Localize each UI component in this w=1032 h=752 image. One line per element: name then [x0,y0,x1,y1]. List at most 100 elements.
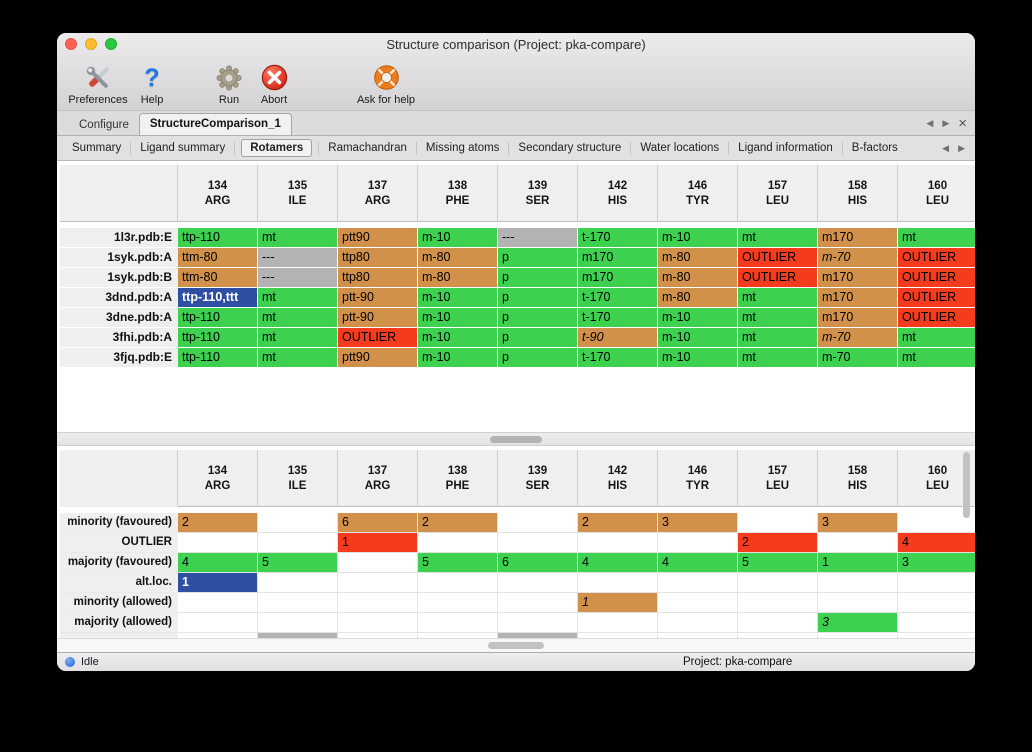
count-cell[interactable]: 6 [498,553,578,573]
rotamer-cell[interactable]: m-10 [658,308,738,328]
rotamer-cell[interactable]: m170 [578,248,658,268]
column-header-160[interactable]: 160 LEU [898,165,975,222]
help-button[interactable]: ? Help [131,59,173,107]
rotamer-cell[interactable]: m-80 [418,268,498,288]
rotamer-cell[interactable]: ttp-110 [178,228,258,248]
count-cell[interactable] [418,573,498,593]
tab-scroll-right-icon[interactable]: ▶ [942,117,950,128]
tab-close-icon[interactable]: × [958,114,967,132]
count-cell[interactable] [258,513,338,533]
count-cell[interactable] [338,573,418,593]
count-cell[interactable] [498,613,578,633]
rotamer-cell[interactable]: mt [258,228,338,248]
rotamer-cell[interactable]: m170 [818,288,898,308]
rotamer-cell[interactable]: ptt90 [338,228,418,248]
column-header-158[interactable]: 158 HIS [818,450,898,507]
count-cell[interactable] [898,633,975,638]
count-cell[interactable] [418,533,498,553]
column-header-134[interactable]: 134 ARG [178,450,258,507]
horizontal-scrollbar[interactable] [57,638,975,652]
rotamer-cell[interactable]: m170 [818,268,898,288]
tab-missing-atoms[interactable]: Missing atoms [425,142,500,154]
row-label[interactable] [60,633,178,638]
count-cell[interactable] [738,593,818,613]
close-button[interactable] [65,38,77,50]
row-label[interactable]: majority (favoured) [60,553,178,573]
count-cell[interactable] [658,533,738,553]
rotamer-cell[interactable]: mt [738,288,818,308]
count-cell[interactable]: 5 [738,553,818,573]
rotamer-cell[interactable]: ttm-80 [178,268,258,288]
tab-structurecomparison-1[interactable]: StructureComparison_1 [138,113,292,135]
rotamer-cell[interactable]: m-70 [818,248,898,268]
rotamer-cell[interactable]: m-80 [658,268,738,288]
rotamer-cell[interactable]: ttp-110,ttt [178,288,258,308]
rotamer-cell[interactable]: ttp-110 [178,308,258,328]
count-cell[interactable] [178,593,258,613]
count-cell[interactable] [338,613,418,633]
count-cell[interactable] [658,573,738,593]
row-label[interactable]: minority (favoured) [60,513,178,533]
minimize-button[interactable] [85,38,97,50]
count-cell[interactable]: 3 [818,513,898,533]
rotamer-cell[interactable]: OUTLIER [738,248,818,268]
rotamer-cell[interactable]: m-70 [818,348,898,368]
rotamer-cell[interactable]: m-10 [418,328,498,348]
count-cell[interactable] [418,593,498,613]
count-cell[interactable] [898,613,975,633]
count-cell[interactable] [498,533,578,553]
rotamer-cell[interactable]: m-10 [658,228,738,248]
rotamer-cell[interactable]: ttm-80 [178,248,258,268]
rotamer-cell[interactable]: ptt90 [338,348,418,368]
tab-secondary-structure[interactable]: Secondary structure [518,142,622,154]
tab-b-factors[interactable]: B-factors [851,142,898,154]
rotamer-cell[interactable]: p [498,308,578,328]
row-label[interactable]: 1syk.pdb:A [60,248,178,268]
rotamer-cell[interactable]: m-70 [818,328,898,348]
rotamer-cell[interactable]: ptt-90 [338,288,418,308]
count-cell[interactable] [898,513,975,533]
tab-ramachandran[interactable]: Ramachandran [328,142,407,154]
count-cell[interactable] [498,513,578,533]
count-cell[interactable]: 1 [178,573,258,593]
row-label[interactable]: 3dnd.pdb:A [60,288,178,308]
count-cell[interactable] [498,633,578,638]
count-cell[interactable] [818,593,898,613]
rotamer-cell[interactable]: ttp80 [338,268,418,288]
count-cell[interactable] [898,593,975,613]
count-cell[interactable] [338,553,418,573]
count-cell[interactable] [258,613,338,633]
rotamer-cell[interactable]: m-10 [658,328,738,348]
rotamer-cell[interactable]: mt [738,328,818,348]
count-cell[interactable]: 4 [178,553,258,573]
row-label[interactable]: 3fjq.pdb:E [60,348,178,368]
zoom-button[interactable] [105,38,117,50]
rotamer-cell[interactable]: m170 [578,268,658,288]
column-header-146[interactable]: 146 TYR [658,450,738,507]
row-label[interactable]: minority (allowed) [60,593,178,613]
count-cell[interactable] [898,573,975,593]
row-label[interactable]: 1l3r.pdb:E [60,228,178,248]
row-label[interactable]: majority (allowed) [60,613,178,633]
count-cell[interactable]: 1 [578,593,658,613]
rotamer-cell[interactable]: --- [258,248,338,268]
column-header-139[interactable]: 139 SER [498,450,578,507]
column-header-142[interactable]: 142 HIS [578,450,658,507]
column-header-158[interactable]: 158 HIS [818,165,898,222]
count-cell[interactable] [738,513,818,533]
count-cell[interactable] [258,593,338,613]
count-cell[interactable] [258,533,338,553]
count-cell[interactable] [338,593,418,613]
rotamer-cell[interactable]: mt [258,288,338,308]
count-cell[interactable]: 2 [418,513,498,533]
column-header-157[interactable]: 157 LEU [738,165,818,222]
scrollbar-handle-icon[interactable] [488,642,544,649]
tab-ligand-summary[interactable]: Ligand summary [140,142,226,154]
count-cell[interactable] [738,613,818,633]
column-header-160[interactable]: 160 LEU [898,450,975,507]
count-cell[interactable] [258,573,338,593]
count-cell[interactable]: 3 [898,553,975,573]
rotamer-cell[interactable]: m-80 [658,288,738,308]
count-cell[interactable]: 4 [578,553,658,573]
rotamer-cell[interactable]: p [498,328,578,348]
